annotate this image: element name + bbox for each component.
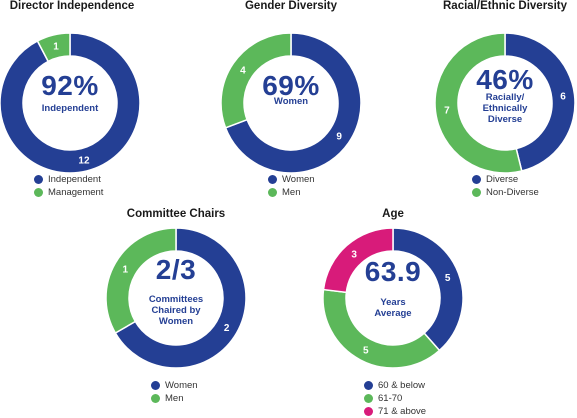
legend: Women Men: [151, 379, 198, 405]
slice-71-above: [322, 227, 394, 294]
slice-diverse: [504, 32, 576, 172]
slice-60-below: [392, 227, 464, 352]
donut-age: 5 5 3: [322, 227, 464, 369]
legend-swatch: [472, 188, 481, 197]
center-value: 46%: [476, 64, 534, 95]
slice-women: [114, 227, 247, 369]
slice-value-label: 9: [336, 132, 342, 143]
slice-value-label: 3: [351, 250, 357, 261]
slice-women: [224, 32, 362, 174]
slice-value-label: 6: [560, 91, 566, 102]
legend-label: Women: [282, 174, 315, 185]
donut-committee-chairs: 21: [105, 227, 247, 369]
slice-value-label: 5: [445, 273, 451, 284]
slice-value-label: 2: [224, 323, 230, 334]
center-label: Diverse: [487, 114, 523, 125]
legend-item-60-below: 60 & below: [364, 379, 426, 392]
legend-swatch: [364, 394, 373, 403]
slice-value-label: 7: [444, 106, 450, 117]
slice-men: [105, 227, 177, 335]
legend-item-management: Management: [34, 186, 103, 199]
center-value: 63.9: [364, 256, 422, 287]
center-label: Ethnically: [482, 103, 528, 114]
legend: Diverse Non-Diverse: [472, 173, 539, 199]
legend: 60 & below 61-70 71 & above: [364, 379, 426, 418]
legend: Independent Management: [34, 173, 103, 199]
donut-director-independence: 12 1: [0, 32, 141, 174]
legend-label: 71 & above: [378, 406, 427, 417]
center-label: Racially/: [485, 92, 525, 103]
legend-item-women: Women: [151, 379, 198, 392]
legend-label: Management: [48, 187, 104, 198]
chart-title-committee-chairs: Committee Chairs: [126, 208, 226, 220]
legend-label: Men: [165, 393, 184, 404]
legend-item-independent: Independent: [34, 173, 103, 186]
center-label: Average: [374, 308, 412, 319]
slice-value-label: 1: [53, 42, 59, 53]
legend-item-non-diverse: Non-Diverse: [472, 186, 539, 199]
chart-title-age: Age: [382, 208, 404, 220]
slice-men: [220, 32, 292, 129]
slice-management: [36, 32, 71, 63]
chart-title-racial-ethnic-diversity: Racial/Ethnic Diversity: [443, 0, 567, 12]
center-label: Independent: [41, 103, 99, 114]
legend-swatch: [151, 381, 160, 390]
center-label: Committees: [148, 294, 204, 305]
legend-swatch: [151, 394, 160, 403]
legend-swatch: [364, 407, 373, 416]
legend-item-61-70: 61-70: [364, 392, 426, 405]
center-label: Years: [380, 297, 406, 308]
chart-title-director-independence: Director Independence: [9, 0, 135, 12]
legend-label: Men: [282, 187, 301, 198]
legend-swatch: [268, 175, 277, 184]
legend-swatch: [34, 175, 43, 184]
legend-label: 60 & below: [378, 380, 426, 391]
center-label: Chaired by: [151, 305, 201, 316]
legend-item-71-above: 71 & above: [364, 405, 426, 418]
chart-title-gender-diversity: Gender Diversity: [244, 0, 338, 12]
legend-item-men: Men: [268, 186, 315, 199]
slice-value-label: 12: [78, 155, 90, 166]
center-value: 69%: [262, 70, 320, 101]
slice-independent: [0, 32, 141, 174]
legend-swatch: [364, 381, 373, 390]
slice-non-diverse: [434, 32, 523, 174]
legend-label: 61-70: [378, 393, 403, 404]
legend-label: Women: [165, 380, 198, 391]
donut-gender-diversity: 94: [220, 32, 362, 174]
legend-swatch: [268, 188, 277, 197]
center-label: Women: [273, 96, 309, 107]
legend: Women Men: [268, 173, 315, 199]
slice-value-label: 1: [123, 264, 129, 275]
center-label: Women: [158, 316, 194, 327]
legend-item-men: Men: [151, 392, 198, 405]
legend-label: Diverse: [486, 174, 519, 185]
slice-value-label: 5: [363, 345, 369, 356]
legend-swatch: [34, 188, 43, 197]
center-value: 2/3: [155, 254, 197, 285]
legend-label: Independent: [48, 174, 101, 185]
legend-swatch: [472, 175, 481, 184]
center-value: 92%: [41, 70, 99, 101]
slice-61-70: [322, 288, 441, 369]
legend-item-diverse: Diverse: [472, 173, 539, 186]
legend-item-women: Women: [268, 173, 315, 186]
legend-label: Non-Diverse: [486, 187, 539, 198]
donut-racial-ethnic-diversity: 67: [434, 32, 576, 174]
slice-value-label: 4: [240, 65, 246, 76]
